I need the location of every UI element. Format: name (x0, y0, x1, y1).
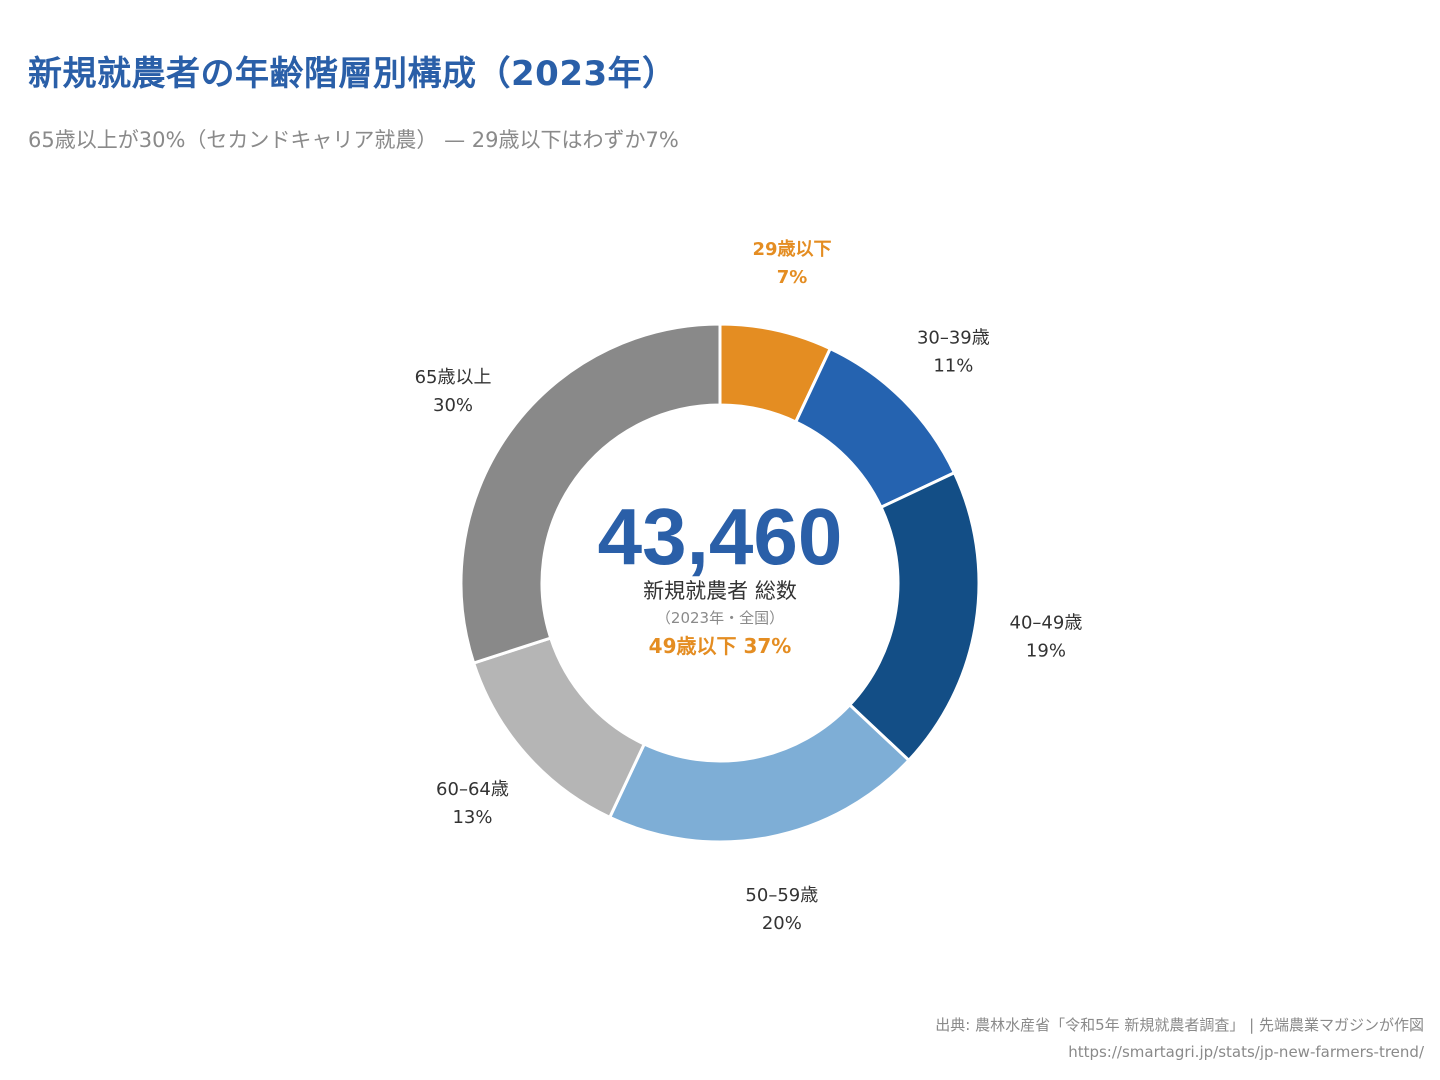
donut-slices (459, 322, 981, 844)
slice-6 (459, 322, 722, 665)
slice-labels: 29歳以下 7% 30–39歳 11% 40–49歳 19% 50–59歳 20% 60–64歳… (415, 239, 1083, 934)
slice-category-label: 65歳以上 (415, 367, 492, 388)
chart-subtitle: 65歳以上が30%（セカンドキャリア就農） — 29歳以下はわずか7% (28, 128, 679, 152)
center-summary: 43,460 新規就農者 総数 （2023年・全国） 49歳以下 37% (598, 492, 843, 658)
source-note: 出典: 農林水産省「令和5年 新規就農者調査」 | 先端農業マガジンが作図 ht… (935, 1012, 1424, 1066)
slice-category-label: 30–39歳 (917, 328, 990, 349)
slice-value-label: 20% (762, 913, 802, 934)
center-label: 新規就農者 総数 (643, 579, 797, 603)
center-sublabel: （2023年・全国） (656, 609, 784, 627)
slice-value-label: 30% (433, 395, 473, 416)
slice-value-label: 13% (452, 807, 492, 828)
chart-title: 新規就農者の年齢階層別構成（2023年） (28, 54, 677, 94)
slice-4 (607, 702, 911, 844)
slice-value-label: 11% (933, 356, 973, 377)
source-url[interactable]: https://smartagri.jp/stats/jp-new-farmer… (1068, 1043, 1424, 1061)
slice-category-label: 40–49歳 (1010, 613, 1083, 634)
slice-value-label: 19% (1026, 641, 1066, 662)
center-highlight: 49歳以下 37% (649, 634, 792, 658)
center-total: 43,460 (598, 492, 843, 581)
slice-value-label: 7% (777, 267, 808, 288)
slice-category-label: 29歳以下 (752, 239, 831, 260)
slice-category-label: 60–64歳 (436, 779, 509, 800)
slice-3 (847, 470, 981, 763)
slice-category-label: 50–59歳 (745, 885, 818, 906)
source-citation: 出典: 農林水産省「令和5年 新規就農者調査」 | 先端農業マガジンが作図 (935, 1016, 1424, 1034)
